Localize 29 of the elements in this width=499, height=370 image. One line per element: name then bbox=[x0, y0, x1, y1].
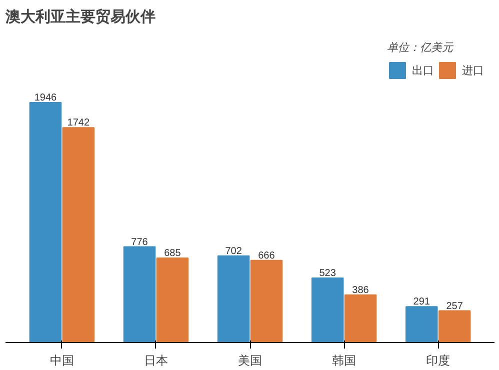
data-label: 685 bbox=[164, 248, 182, 260]
bar bbox=[311, 278, 344, 342]
bar bbox=[156, 258, 189, 342]
legend-label: 进口 bbox=[462, 62, 484, 78]
data-label: 523 bbox=[319, 268, 336, 279]
bar bbox=[438, 310, 471, 342]
bar bbox=[250, 260, 283, 342]
bar bbox=[29, 102, 62, 342]
bar bbox=[62, 127, 95, 342]
data-label: 1742 bbox=[67, 118, 90, 129]
bar bbox=[123, 246, 156, 342]
data-label: 666 bbox=[258, 250, 276, 262]
data-label: 702 bbox=[225, 246, 242, 257]
legend-label: 出口 bbox=[412, 62, 434, 78]
bar bbox=[217, 255, 250, 342]
data-label: 1946 bbox=[34, 92, 58, 104]
chart-title: 澳大利亚主要贸易伙伴 bbox=[4, 8, 156, 26]
x-tick-label: 印度 bbox=[426, 354, 450, 368]
x-tick-label: 日本 bbox=[144, 354, 168, 368]
bar bbox=[405, 306, 438, 342]
bar bbox=[344, 294, 377, 342]
x-tick-label: 美国 bbox=[238, 354, 262, 368]
data-label: 386 bbox=[352, 284, 370, 296]
data-label: 257 bbox=[446, 300, 464, 312]
x-tick-label: 中国 bbox=[50, 354, 74, 368]
legend-title: 单位：亿美元 bbox=[387, 40, 454, 55]
data-label: 776 bbox=[131, 236, 148, 248]
data-label: 291 bbox=[413, 296, 430, 308]
x-tick-label: 韩国 bbox=[332, 354, 356, 368]
